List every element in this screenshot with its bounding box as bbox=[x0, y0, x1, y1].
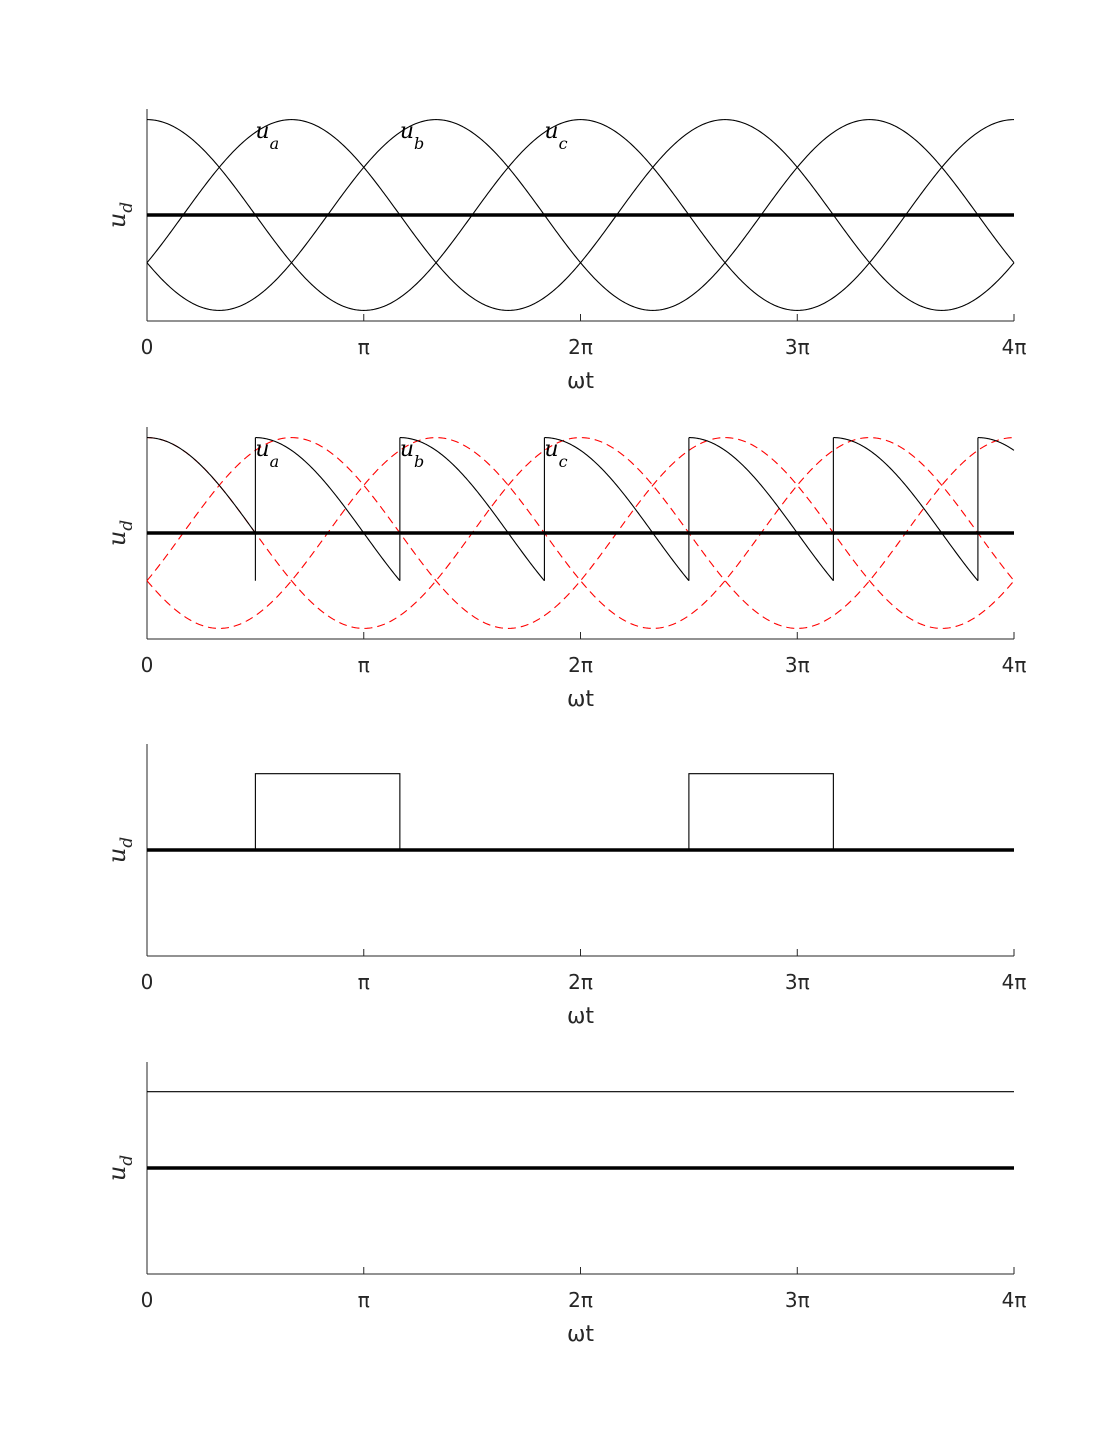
x-tick-label: 3π bbox=[785, 653, 810, 677]
y-axis-label: ud bbox=[103, 202, 137, 228]
subplot-2: 0 π 2π 3π 4π ωt ud ua ub uc bbox=[103, 427, 1026, 712]
subplot-1: 0 π 2π 3π 4π ωt ud ua ub uc bbox=[103, 109, 1026, 394]
dashed-phase-2 bbox=[146, 437, 1015, 629]
subplot-3: 0 π 2π 3π 4π ωt ud bbox=[103, 744, 1026, 1029]
x-tick-label: 3π bbox=[785, 335, 810, 359]
label-uc: uc bbox=[544, 437, 567, 471]
x-tick-label: 2π bbox=[568, 653, 593, 677]
output-segment bbox=[833, 437, 979, 582]
x-tick-label: π bbox=[358, 1288, 370, 1312]
pulse bbox=[254, 773, 401, 850]
x-tick-label: 0 bbox=[141, 970, 154, 994]
output-segment bbox=[146, 437, 256, 534]
subplot-4: 0 π 2π 3π 4π ωt ud bbox=[103, 1062, 1026, 1347]
x-tick-label: π bbox=[358, 970, 370, 994]
x-tick-label: 0 bbox=[141, 653, 154, 677]
label-uc: uc bbox=[544, 119, 567, 153]
x-axis-label: ωt bbox=[567, 1004, 594, 1029]
x-tick-label: 2π bbox=[568, 1288, 593, 1312]
x-tick-label: 2π bbox=[568, 970, 593, 994]
output-segment bbox=[977, 437, 1015, 451]
label-ub: ub bbox=[400, 437, 424, 471]
output-segment bbox=[255, 437, 401, 582]
x-tick-label: 4π bbox=[1002, 1288, 1027, 1312]
y-axis-label: ud bbox=[103, 520, 137, 546]
x-tick-label: 0 bbox=[141, 335, 154, 359]
x-tick-label: 2π bbox=[568, 335, 593, 359]
pulse bbox=[688, 773, 834, 850]
y-axis-label: ud bbox=[103, 837, 137, 863]
x-tick-label: 3π bbox=[785, 1288, 810, 1312]
label-ua: ua bbox=[255, 437, 279, 471]
x-tick-label: 4π bbox=[1002, 653, 1027, 677]
x-axis-label: ωt bbox=[567, 1322, 594, 1347]
dashed-phase-1 bbox=[146, 437, 1015, 629]
label-ua: ua bbox=[255, 119, 279, 153]
x-axis-label: ωt bbox=[567, 687, 594, 712]
output-segment bbox=[399, 437, 545, 582]
x-tick-label: 0 bbox=[141, 1288, 154, 1312]
y-axis-label: ud bbox=[103, 1155, 137, 1181]
x-tick-label: 3π bbox=[785, 970, 810, 994]
x-tick-label: 4π bbox=[1002, 335, 1027, 359]
x-tick-label: π bbox=[358, 335, 370, 359]
x-tick-label: 4π bbox=[1002, 970, 1027, 994]
label-ub: ub bbox=[400, 119, 424, 153]
output-segment bbox=[688, 437, 834, 582]
x-axis-label: ωt bbox=[567, 369, 594, 394]
x-tick-label: π bbox=[358, 653, 370, 677]
series-u_c bbox=[146, 119, 1015, 311]
output-segment bbox=[544, 437, 690, 582]
